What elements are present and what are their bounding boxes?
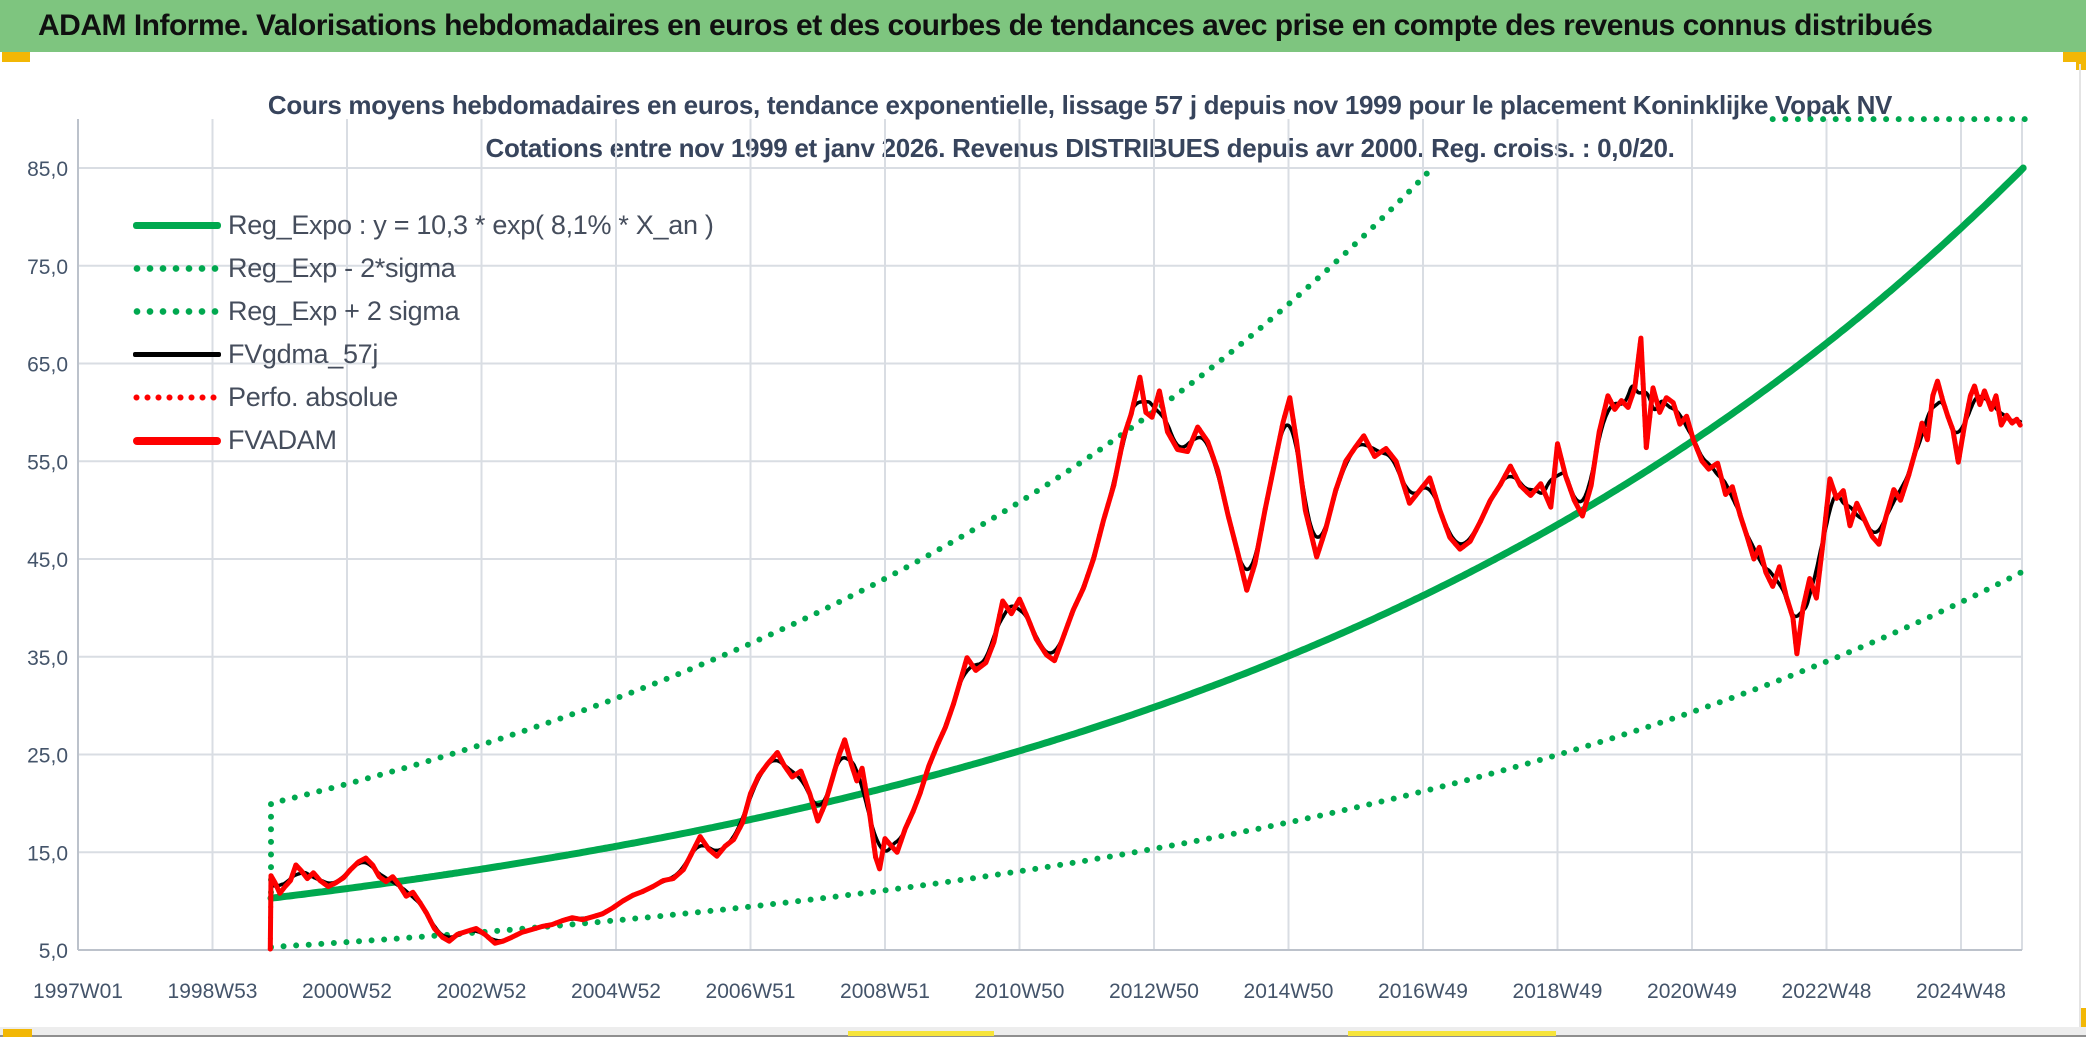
header-bar: ADAM Informe. Valorisations hebdomadaire… bbox=[0, 0, 2086, 52]
x-tick-label: 2012W50 bbox=[1109, 980, 1199, 1003]
chart-title-line1: Cours moyens hebdomadaires en euros, ten… bbox=[267, 90, 1893, 120]
y-tick-label: 85,0 bbox=[27, 158, 68, 181]
legend-item-fvadam: FVADAM bbox=[133, 419, 337, 462]
x-tick-label: 2020W49 bbox=[1647, 980, 1737, 1003]
x-tick-label: 2002W52 bbox=[437, 980, 527, 1003]
legend-label: Reg_Expo : y = 10,3 * exp( 8,1% * X_an ) bbox=[228, 210, 714, 240]
sheet-accent-right-bottom bbox=[2081, 1008, 2086, 1030]
x-tick-label: 2022W48 bbox=[1782, 980, 1872, 1003]
legend-item-perfo-absolue: Perfo. absolue bbox=[133, 376, 398, 419]
series-reg-exp-minus-2sigma bbox=[268, 568, 2027, 951]
series-reg-exp-plus-2sigma bbox=[268, 167, 1434, 896]
y-tick-label: 65,0 bbox=[27, 354, 68, 377]
sheet-accent-top-right bbox=[2063, 52, 2086, 62]
y-tick-label: 35,0 bbox=[27, 647, 68, 670]
sheet-accent-bottom-left bbox=[3, 1029, 32, 1037]
sheet-accent-bottom-2 bbox=[1348, 1031, 1556, 1036]
legend-label: FVADAM bbox=[228, 425, 337, 455]
y-tick-label: 45,0 bbox=[27, 549, 68, 572]
x-tick-label: 1998W53 bbox=[168, 980, 258, 1003]
status-bar bbox=[0, 1027, 2086, 1037]
sheet-accent-top-right-corner bbox=[2076, 52, 2086, 70]
chart-title-line2: Cotations entre nov 1999 et janv 2026. R… bbox=[485, 133, 1675, 163]
legend-label: FVgdma_57j bbox=[228, 339, 379, 369]
y-tick-label: 5,0 bbox=[39, 940, 68, 963]
series-fvadam bbox=[267, 335, 2023, 952]
x-tick-label: 1997W01 bbox=[33, 980, 123, 1003]
red-dotted-line-icon bbox=[133, 394, 221, 401]
x-tick-label: 2024W48 bbox=[1916, 980, 2006, 1003]
right-edge-divider bbox=[2079, 64, 2081, 1027]
y-tick-label: 15,0 bbox=[27, 842, 68, 865]
x-tick-label: 2010W50 bbox=[975, 980, 1065, 1003]
x-tick-label: 2018W49 bbox=[1513, 980, 1603, 1003]
sheet-accent-top-left bbox=[2, 52, 30, 62]
green-solid-line-icon bbox=[133, 222, 221, 229]
legend-item-minus-2sigma: Reg_Exp - 2*sigma bbox=[133, 247, 456, 290]
black-solid-line-icon bbox=[133, 352, 221, 357]
red-solid-line-icon bbox=[133, 436, 221, 445]
x-tick-label: 2006W51 bbox=[706, 980, 796, 1003]
x-tick-label: 2004W52 bbox=[571, 980, 661, 1003]
x-tick-label: 2000W52 bbox=[302, 980, 392, 1003]
legend-item-fvgdma: FVgdma_57j bbox=[133, 333, 378, 376]
y-tick-label: 55,0 bbox=[27, 451, 68, 474]
legend-label: Reg_Exp + 2 sigma bbox=[228, 296, 460, 326]
green-dotted-line-icon bbox=[133, 308, 221, 315]
series-reg-expo bbox=[267, 164, 2027, 902]
header-title: ADAM Informe. Valorisations hebdomadaire… bbox=[38, 9, 1933, 42]
sheet-accent-bottom-1 bbox=[848, 1031, 994, 1036]
legend-label: Reg_Exp - 2*sigma bbox=[228, 253, 456, 283]
x-tick-label: 2014W50 bbox=[1244, 980, 1334, 1003]
legend-item-plus-2sigma: Reg_Exp + 2 sigma bbox=[133, 290, 460, 333]
green-dotted-line-icon bbox=[133, 265, 221, 272]
x-tick-label: 2008W51 bbox=[840, 980, 930, 1003]
y-tick-label: 25,0 bbox=[27, 745, 68, 768]
x-tick-label: 2016W49 bbox=[1378, 980, 1468, 1003]
legend-item-reg-expo: Reg_Expo : y = 10,3 * exp( 8,1% * X_an ) bbox=[133, 204, 714, 247]
y-tick-label: 75,0 bbox=[27, 256, 68, 279]
legend-label: Perfo. absolue bbox=[228, 382, 398, 412]
